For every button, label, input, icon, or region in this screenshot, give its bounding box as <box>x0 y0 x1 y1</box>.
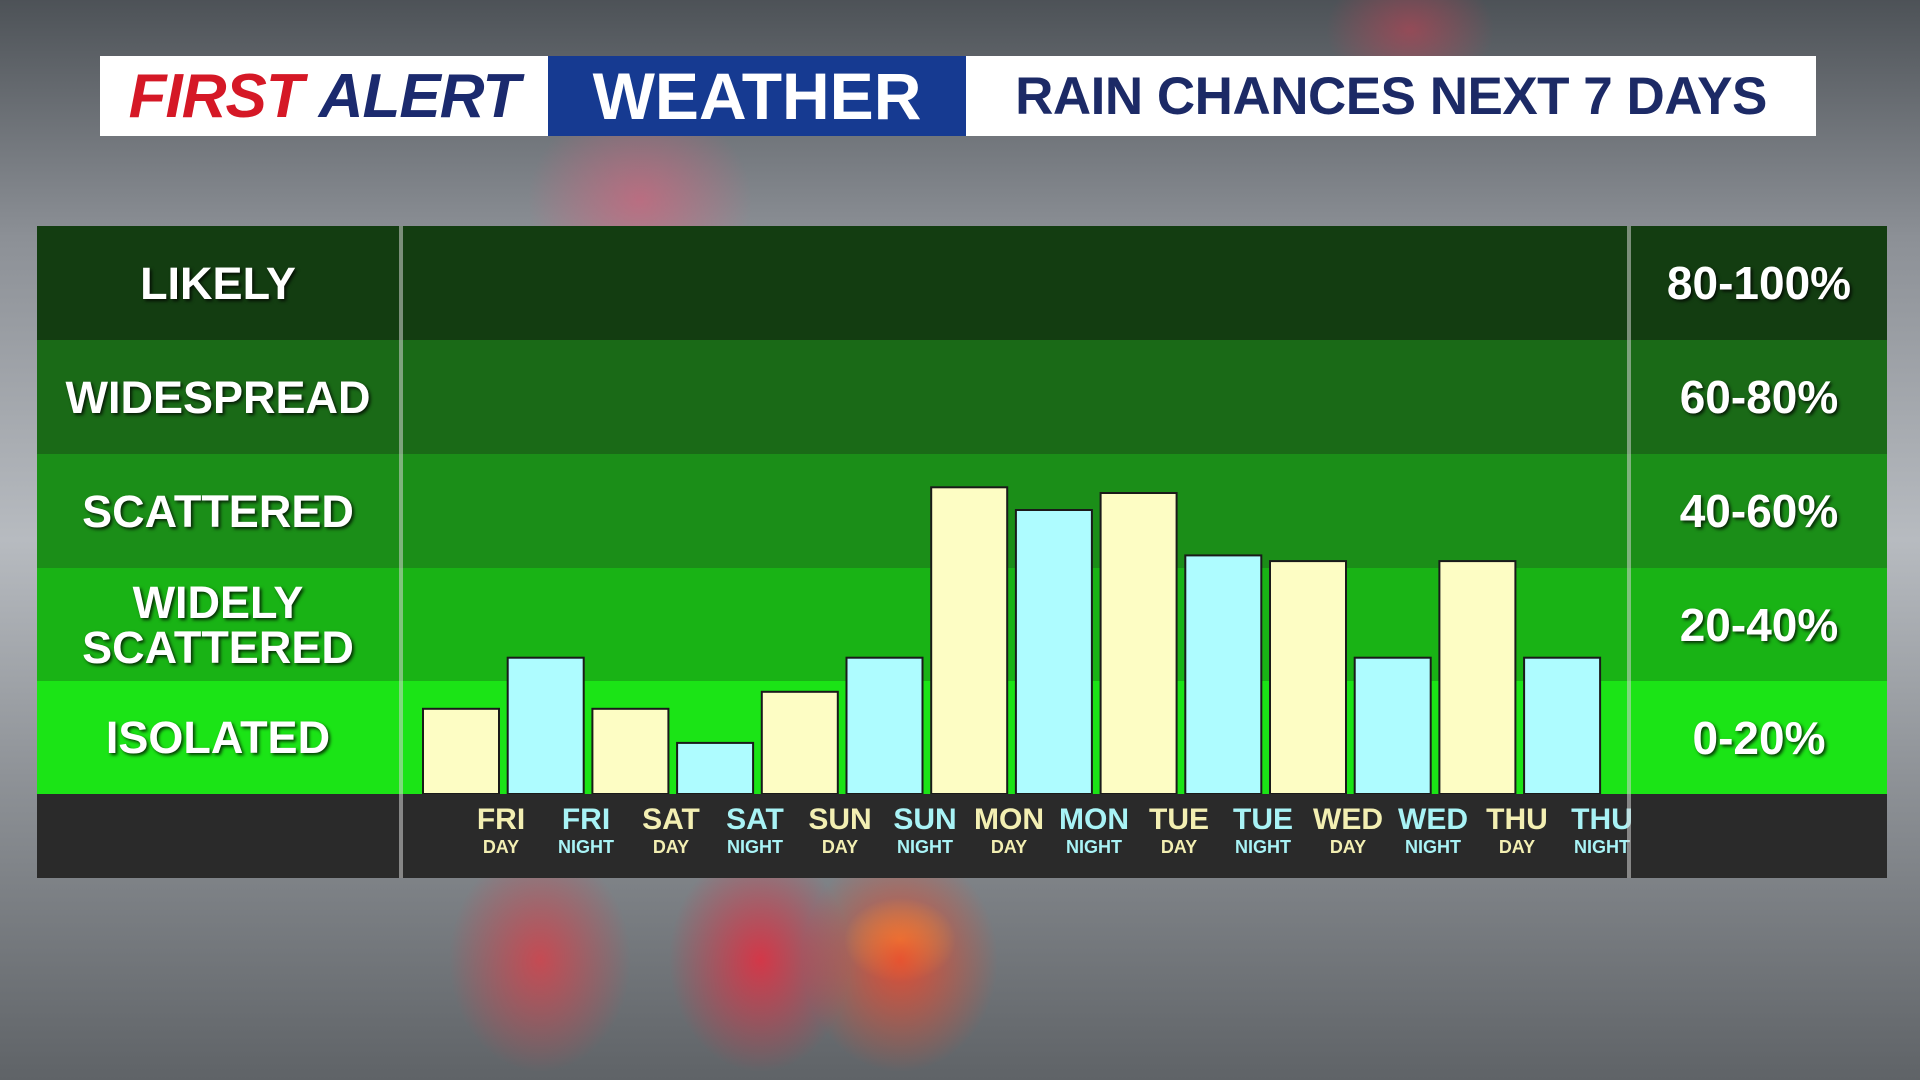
x-label-day: WED <box>1313 803 1383 836</box>
header-banner: FIRST ALERT WEATHER RAIN CHANCES NEXT 7 … <box>100 56 1816 136</box>
x-label-tue-day: TUE DAY <box>1137 804 1221 858</box>
bar-sun-night <box>845 656 924 794</box>
x-label-part: NIGHT <box>727 837 783 857</box>
x-label-sun-night: SUN NIGHT <box>883 804 967 858</box>
category-label-likely: LIKELY <box>140 257 296 309</box>
category-label-widespread: WIDESPREAD <box>65 371 371 423</box>
x-label-thu-night: THU NIGHT <box>1560 804 1644 858</box>
x-label-fri-night: FRI NIGHT <box>544 804 628 858</box>
chart-title: RAIN CHANCES NEXT 7 DAYS <box>966 56 1816 136</box>
x-label-day: SAT <box>726 803 784 836</box>
band-widespread <box>37 340 1887 454</box>
x-label-day: SAT <box>642 803 700 836</box>
x-label-part: DAY <box>482 837 520 857</box>
category-label-isolated: ISOLATED <box>105 712 331 763</box>
x-label-part: NIGHT <box>1235 837 1291 857</box>
x-label-part: NIGHT <box>558 837 614 857</box>
x-label-part: NIGHT <box>897 837 953 857</box>
x-label-thu-day: THU DAY <box>1475 804 1559 858</box>
bar-plot-area <box>422 486 1602 794</box>
x-label-day: WED <box>1398 803 1468 836</box>
bar-fri-night <box>506 656 585 794</box>
bar-sun-day <box>760 690 839 794</box>
rain-chance-chart: LIKELY WIDESPREAD SCATTERED WIDELY SCATT… <box>37 226 1887 878</box>
x-label-mon-day: MON DAY <box>967 804 1051 858</box>
x-label-sat-night: SAT NIGHT <box>713 804 797 858</box>
bar-tue-night <box>1184 554 1263 794</box>
x-label-wed-day: WED DAY <box>1306 804 1390 858</box>
x-label-day: MON <box>1059 803 1129 836</box>
bar-sat-night <box>676 741 755 794</box>
x-label-part: DAY <box>821 837 859 857</box>
bar-mon-day <box>930 486 1009 794</box>
x-label-day: FRI <box>476 803 526 836</box>
x-label-part: NIGHT <box>1066 837 1122 857</box>
x-label-part: NIGHT <box>1405 837 1461 857</box>
bar-wed-night <box>1353 656 1432 794</box>
x-label-day: SUN <box>808 803 872 836</box>
bar-wed-day <box>1269 560 1347 794</box>
bar-mon-night <box>1014 509 1093 794</box>
brand-first-text: FIRST <box>128 61 304 131</box>
band-likely <box>37 226 1887 340</box>
brand-weather-text: WEATHER <box>548 56 966 136</box>
x-label-mon-night: MON NIGHT <box>1052 804 1136 858</box>
divider-right <box>1627 226 1631 878</box>
x-label-day: TUE <box>1233 803 1293 836</box>
x-label-part: NIGHT <box>1574 837 1630 857</box>
category-label-scattered: SCATTERED <box>82 485 354 537</box>
range-label-widely-scattered: 20-40% <box>1679 598 1839 651</box>
brand-first-alert: FIRST ALERT <box>100 56 548 136</box>
x-label-tue-night: TUE NIGHT <box>1221 804 1305 858</box>
x-label-sun-day: SUN DAY <box>798 804 882 858</box>
x-label-part: DAY <box>1329 837 1367 857</box>
x-label-day: THU <box>1571 803 1633 836</box>
bar-tue-day <box>1099 492 1178 794</box>
x-label-day: SUN <box>893 803 957 836</box>
divider-left <box>399 226 403 878</box>
x-label-day: THU <box>1486 803 1548 836</box>
x-label-part: DAY <box>990 837 1028 857</box>
x-label-sat-day: SAT DAY <box>629 804 713 858</box>
bar-thu-night <box>1523 656 1602 794</box>
bar-fri-day <box>422 707 500 794</box>
x-label-day: FRI <box>561 803 611 836</box>
range-label-likely: 80-100% <box>1666 257 1852 309</box>
range-label-isolated: 0-20% <box>1692 711 1826 764</box>
x-label-day: TUE <box>1149 803 1209 836</box>
bar-thu-day <box>1438 560 1517 794</box>
x-axis-footer <box>37 794 1887 878</box>
x-label-day: MON <box>974 803 1044 836</box>
x-label-part: DAY <box>652 837 690 857</box>
x-label-wed-night: WED NIGHT <box>1391 804 1475 858</box>
category-label-widely-scattered: WIDELY SCATTERED <box>82 576 354 673</box>
brand-alert-text: ALERT <box>318 61 521 131</box>
x-label-fri-day: FRI DAY <box>459 804 543 858</box>
x-label-part: DAY <box>1160 837 1198 857</box>
range-label-scattered: 40-60% <box>1679 485 1839 537</box>
range-label-widespread: 60-80% <box>1679 371 1839 423</box>
bar-sat-day <box>591 707 670 794</box>
x-label-part: DAY <box>1498 837 1536 857</box>
